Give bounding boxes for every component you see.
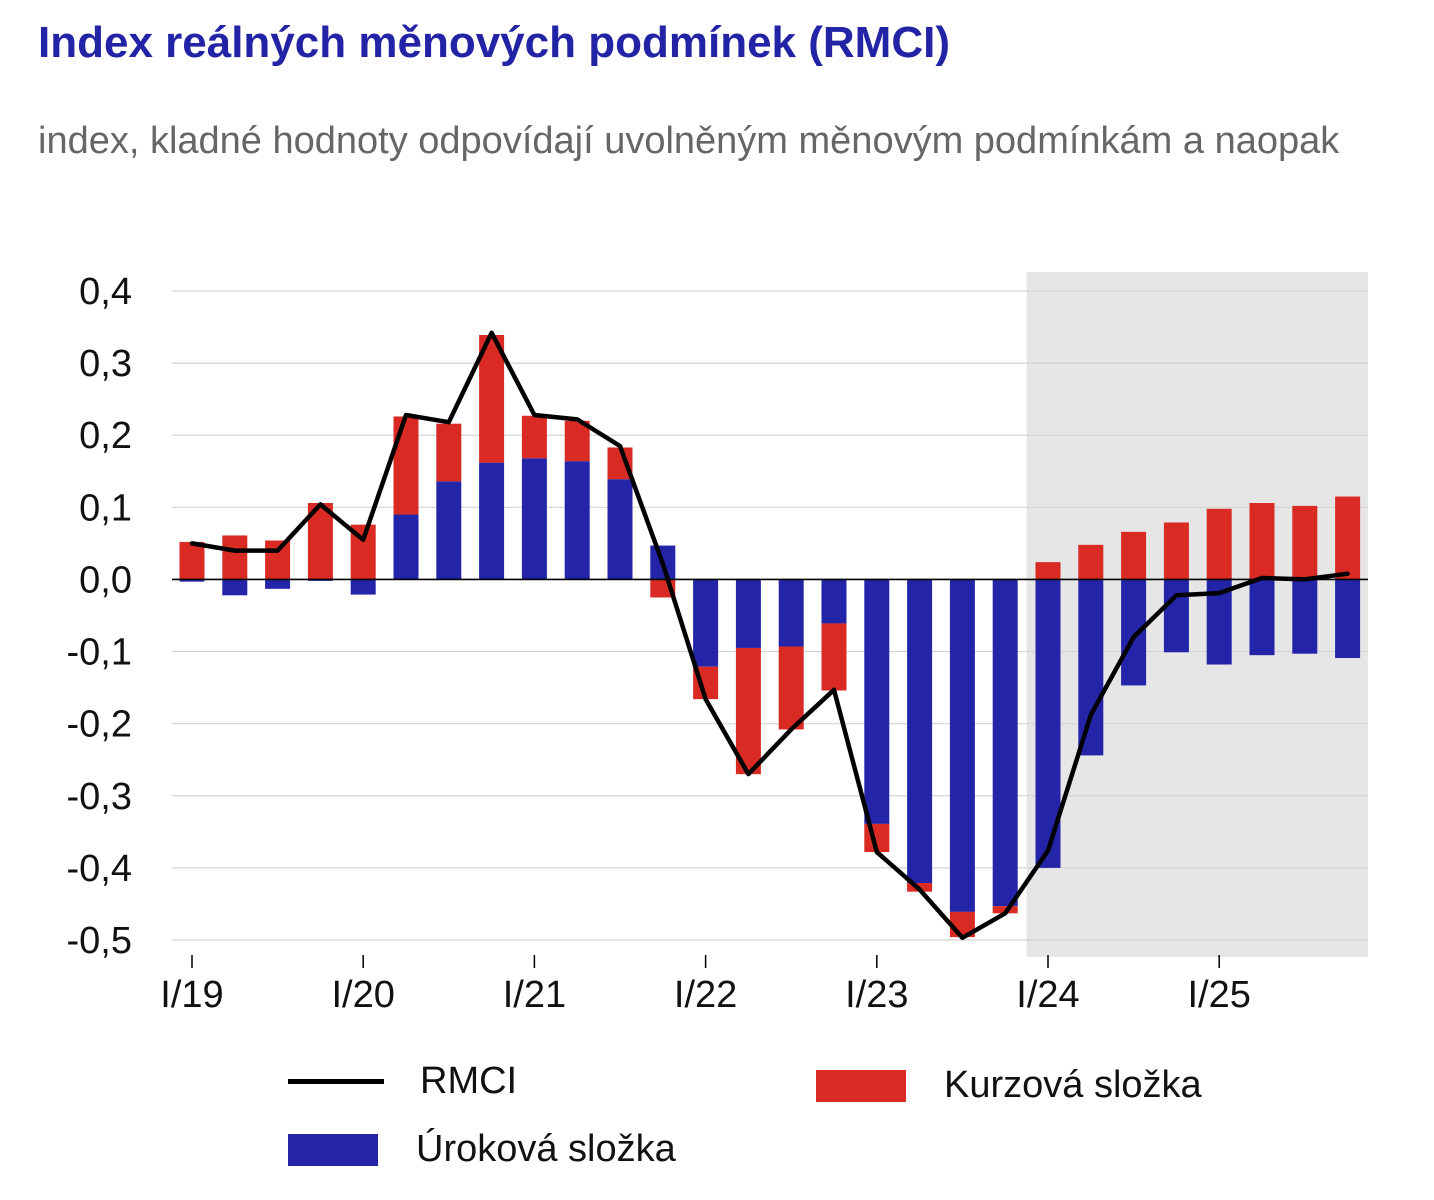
y-tick-label: 0,3 bbox=[79, 343, 132, 385]
bar-kurzova bbox=[1078, 544, 1104, 580]
bar-urokova bbox=[907, 579, 933, 884]
bar-urokova bbox=[521, 458, 547, 580]
bar-kurzova bbox=[1335, 496, 1361, 580]
x-tick-label: I/23 bbox=[845, 974, 908, 1016]
bar-kurzova bbox=[1035, 562, 1061, 580]
y-tick-label: -0,3 bbox=[67, 776, 132, 818]
y-tick-label: 0,2 bbox=[79, 415, 132, 457]
bar-urokova bbox=[821, 579, 847, 624]
bar-urokova bbox=[1292, 579, 1318, 654]
bar-urokova bbox=[1335, 579, 1361, 659]
bar-kurzova bbox=[393, 416, 419, 515]
bar-kurzova bbox=[1206, 508, 1232, 580]
bar-urokova bbox=[1121, 579, 1147, 686]
bar-urokova bbox=[1249, 579, 1275, 656]
bar-urokova bbox=[1163, 579, 1189, 653]
bar-kurzova bbox=[564, 420, 590, 462]
bar-urokova bbox=[735, 579, 761, 648]
bar-kurzova bbox=[1163, 522, 1189, 580]
x-tick-label: I/19 bbox=[160, 974, 223, 1016]
bar-urokova bbox=[222, 579, 248, 596]
bar-urokova bbox=[350, 579, 376, 595]
bar-kurzova bbox=[778, 646, 804, 730]
bar-urokova bbox=[564, 461, 590, 580]
bar-urokova bbox=[1078, 579, 1104, 756]
bar-urokova bbox=[393, 514, 419, 580]
y-tick-label: 0,4 bbox=[79, 271, 132, 313]
rmci-line bbox=[189, 330, 1350, 941]
bar-urokova bbox=[864, 579, 890, 824]
x-tick-label: I/20 bbox=[332, 974, 395, 1016]
bar-kurzova bbox=[1292, 505, 1318, 580]
y-tick-label: 0,0 bbox=[79, 559, 132, 601]
bar-kurzova bbox=[521, 415, 547, 459]
chart-title: Index reálných měnových podmínek (RMCI) bbox=[38, 18, 950, 67]
bar-kurzova bbox=[222, 535, 248, 580]
bar-urokova bbox=[179, 579, 205, 582]
bar-kurzova bbox=[265, 540, 291, 580]
bar-kurzova bbox=[1249, 503, 1275, 580]
bar-kurzova bbox=[1121, 531, 1147, 580]
bar-urokova bbox=[265, 579, 291, 589]
bar-kurzova bbox=[479, 334, 505, 463]
x-tick-label: I/21 bbox=[503, 974, 566, 1016]
bar-kurzova bbox=[821, 623, 847, 691]
y-tick-label: -0,4 bbox=[67, 848, 132, 890]
bar-urokova bbox=[778, 579, 804, 647]
bar-urokova bbox=[607, 479, 633, 580]
bar-kurzova bbox=[735, 647, 761, 775]
bar-urokova bbox=[949, 579, 975, 912]
y-tick-label: 0,1 bbox=[79, 487, 132, 529]
bar-urokova bbox=[436, 481, 462, 580]
chart-subtitle: index, kladné hodnoty odpovídají uvolněn… bbox=[38, 120, 1340, 162]
y-tick-label: -0,2 bbox=[67, 704, 132, 746]
x-tick-label: I/24 bbox=[1016, 974, 1079, 1016]
y-tick-label: -0,1 bbox=[67, 632, 132, 674]
bar-kurzova bbox=[436, 423, 462, 482]
bar-kurzova bbox=[179, 541, 205, 580]
x-tick-label: I/22 bbox=[674, 974, 737, 1016]
bar-urokova bbox=[479, 462, 505, 580]
y-tick-label: -0,5 bbox=[67, 920, 132, 962]
bar-urokova bbox=[992, 579, 1018, 907]
x-tick-label: I/25 bbox=[1188, 974, 1251, 1016]
bar-urokova bbox=[693, 579, 719, 667]
